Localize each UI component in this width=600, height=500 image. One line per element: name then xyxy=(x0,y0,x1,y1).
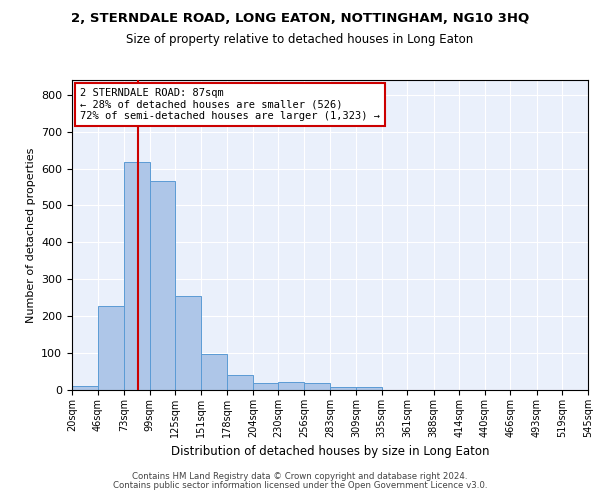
Text: Contains public sector information licensed under the Open Government Licence v3: Contains public sector information licen… xyxy=(113,481,487,490)
Bar xyxy=(124,162,149,390)
Text: Contains HM Land Registry data © Crown copyright and database right 2024.: Contains HM Land Registry data © Crown c… xyxy=(132,472,468,481)
Text: 2 STERNDALE ROAD: 87sqm
← 28% of detached houses are smaller (526)
72% of semi-d: 2 STERNDALE ROAD: 87sqm ← 28% of detache… xyxy=(80,88,380,121)
Bar xyxy=(149,180,175,390)
Text: Size of property relative to detached houses in Long Eaton: Size of property relative to detached ho… xyxy=(127,32,473,46)
Bar xyxy=(227,374,253,390)
X-axis label: Distribution of detached houses by size in Long Eaton: Distribution of detached houses by size … xyxy=(171,446,489,458)
Bar xyxy=(278,382,304,390)
Bar xyxy=(98,306,124,390)
Text: 2, STERNDALE ROAD, LONG EATON, NOTTINGHAM, NG10 3HQ: 2, STERNDALE ROAD, LONG EATON, NOTTINGHA… xyxy=(71,12,529,26)
Bar xyxy=(72,386,98,390)
Bar xyxy=(356,388,382,390)
Bar xyxy=(304,382,331,390)
Bar xyxy=(175,296,201,390)
Bar xyxy=(331,386,356,390)
Y-axis label: Number of detached properties: Number of detached properties xyxy=(26,148,35,322)
Bar xyxy=(201,354,227,390)
Bar xyxy=(253,382,278,390)
